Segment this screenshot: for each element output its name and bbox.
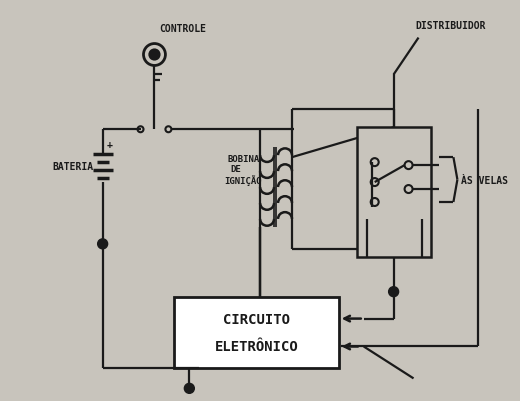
Circle shape [185, 383, 194, 393]
Bar [174, 297, 339, 369]
Circle shape [149, 51, 160, 60]
Text: +: + [107, 140, 112, 150]
Bar [357, 128, 432, 257]
Circle shape [98, 239, 108, 249]
Text: ÀS VELAS: ÀS VELAS [461, 175, 509, 185]
Text: DISTRIBUIDOR: DISTRIBUIDOR [415, 20, 486, 30]
Text: ELETRÔNICO: ELETRÔNICO [215, 340, 298, 354]
Text: IGNIÇÃO: IGNIÇÃO [224, 175, 262, 186]
Text: CIRCUITO: CIRCUITO [223, 312, 290, 326]
Text: CONTROLE: CONTROLE [160, 24, 206, 34]
Text: BOBINA: BOBINA [227, 155, 259, 164]
Text: DE: DE [230, 165, 241, 174]
Circle shape [388, 287, 399, 297]
Text: BATERIA: BATERIA [53, 162, 94, 172]
